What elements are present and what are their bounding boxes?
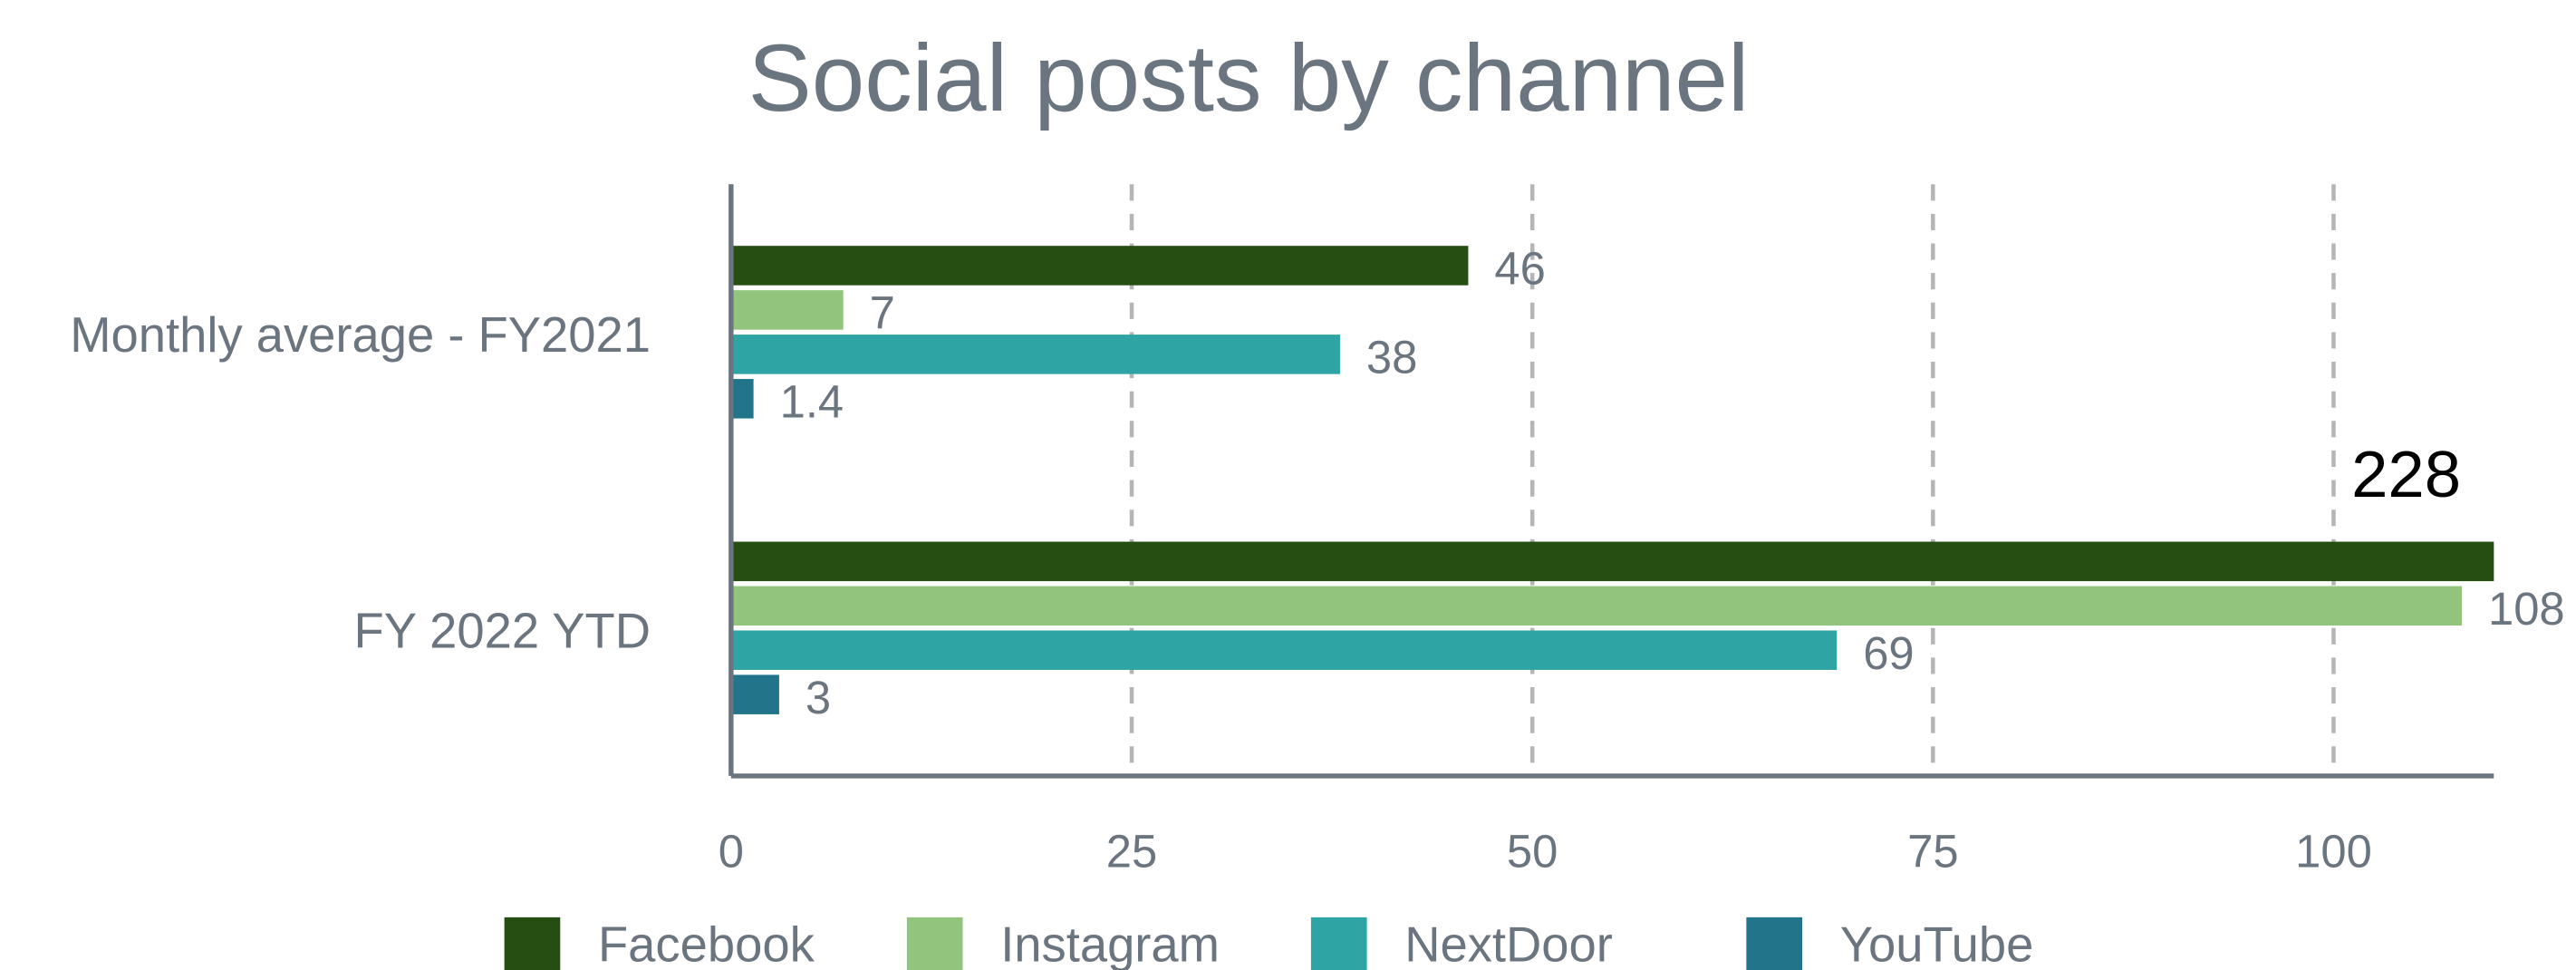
value-label: 3 <box>806 672 831 723</box>
legend-swatch <box>504 917 561 970</box>
value-label: 228 <box>2351 438 2461 511</box>
x-tick-label: 75 <box>1907 825 1958 877</box>
chart-title: Social posts by channel <box>748 25 1750 131</box>
bar <box>730 379 754 419</box>
x-tick-label: 25 <box>1106 825 1157 877</box>
value-label: 7 <box>870 287 895 339</box>
legend-label: YouTube <box>1840 917 2034 970</box>
bar <box>730 335 1340 374</box>
bar <box>730 541 2494 582</box>
legend-swatch <box>906 917 963 970</box>
bar <box>730 290 844 330</box>
bar <box>730 630 1838 670</box>
value-label: 1.4 <box>780 375 844 427</box>
value-label: 69 <box>1863 627 1914 679</box>
value-label: 38 <box>1366 332 1417 383</box>
bar <box>730 674 779 714</box>
x-tick-label: 100 <box>2295 825 2372 877</box>
bar <box>730 586 2462 626</box>
y-tick-label: FY 2022 YTD <box>354 603 651 658</box>
legend-label: Instagram <box>1000 917 1220 970</box>
x-tick-label: 50 <box>1507 825 1558 877</box>
legend-swatch <box>1310 917 1367 970</box>
legend-label: NextDoor <box>1404 917 1613 970</box>
y-tick-label: Monthly average - FY2021 <box>70 307 651 363</box>
x-tick-label: 0 <box>719 825 744 877</box>
value-label: 46 <box>1494 243 1545 295</box>
value-label: 108 <box>2488 583 2565 635</box>
legend-swatch <box>1746 917 1803 970</box>
bar <box>730 246 1469 286</box>
legend-label: Facebook <box>598 917 815 970</box>
